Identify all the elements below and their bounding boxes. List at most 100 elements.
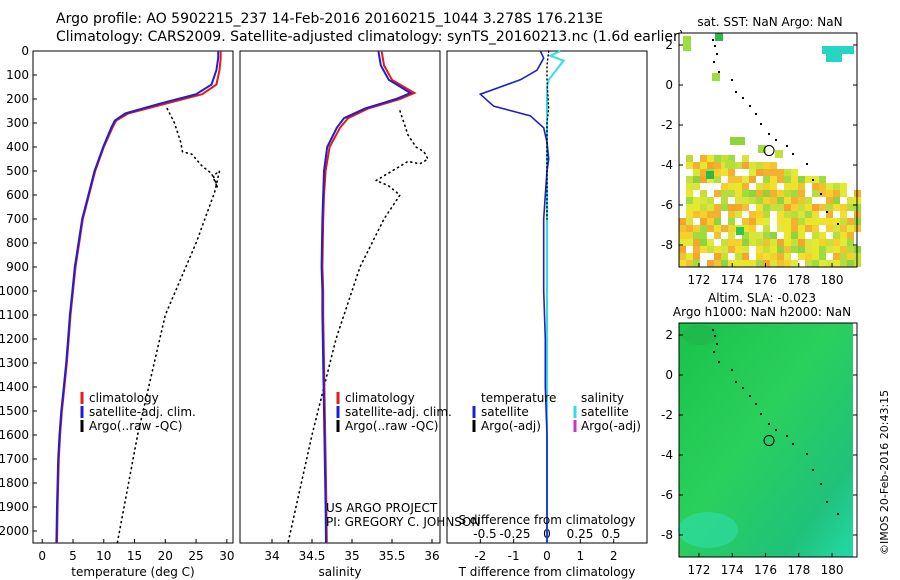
sst-cell: [721, 155, 728, 162]
sst-cell: [707, 218, 714, 225]
sst-cell: [833, 260, 840, 267]
sst-cell: [742, 218, 749, 225]
sst-cell: [756, 204, 763, 211]
sst-cell: [777, 211, 784, 218]
sst-cell: [756, 211, 763, 218]
sst-cell: [714, 218, 721, 225]
sst-map-panel: sat. SST: NaN Argo: NaN 172 174 176 178 180 2…: [661, 15, 861, 287]
sst-cell: [721, 190, 728, 197]
x-tick-label: 15: [127, 549, 142, 563]
sst-cell: [805, 197, 812, 204]
s-tick-label: 0.5: [601, 527, 620, 541]
sst-cell: [777, 260, 784, 267]
sst-cell: [763, 197, 770, 204]
sst-cell: [805, 176, 812, 183]
sst-cell: [826, 54, 834, 62]
sla-map-axes: 172 174 176 178 180 2 0 -2 -4 -6 -8: [661, 328, 857, 577]
sst-cell: [777, 239, 784, 246]
sst-cell: [730, 137, 738, 145]
sst-cell: [706, 171, 714, 179]
legend-label-temp-argo: Argo(-adj): [481, 419, 541, 433]
sst-cell: [791, 239, 798, 246]
map-x-tick-label: 178: [787, 273, 810, 287]
sst-cell: [784, 246, 791, 253]
sst-cell: [742, 155, 749, 162]
island-dot: [820, 483, 822, 485]
sst-cell: [728, 155, 735, 162]
sst-cell: [714, 211, 721, 218]
sst-cell: [805, 253, 812, 260]
series-line-climatology: [56, 51, 222, 544]
series-line-salinity-satellite: [546, 50, 566, 543]
sst-cell: [805, 204, 812, 211]
map-y-tick-label: -8: [661, 528, 673, 542]
sst-cell: [693, 197, 700, 204]
sst-cell: [812, 204, 819, 211]
depth-tick-label: 1000: [0, 284, 29, 298]
sst-cell: [840, 246, 847, 253]
sst-cell: [714, 190, 721, 197]
sst-cell: [700, 232, 707, 239]
sst-cell: [735, 190, 742, 197]
sst-cell: [700, 190, 707, 197]
sst-cell: [721, 246, 728, 253]
sst-cell: [784, 253, 791, 260]
sst-cell: [707, 239, 714, 246]
sst-cell: [791, 183, 798, 190]
sst-cell: [770, 169, 777, 176]
figure-subtitle: Climatology: CARS2009. Satellite-adjuste…: [56, 29, 685, 45]
sst-cell: [784, 232, 791, 239]
sst-cell: [819, 190, 826, 197]
temperature-plot-frame: [32, 50, 234, 544]
sst-cell: [686, 204, 693, 211]
map-y-tick-label: 2: [665, 38, 673, 52]
sst-cell: [819, 204, 826, 211]
sst-cell: [819, 239, 826, 246]
sst-cell: [735, 211, 742, 218]
sst-cell: [763, 218, 770, 225]
sst-cell: [819, 183, 826, 190]
sst-cell: [812, 190, 819, 197]
sst-cell: [784, 204, 791, 211]
x-tick-label: 10: [96, 549, 111, 563]
sst-cell: [721, 204, 728, 211]
sst-cell: [847, 260, 854, 267]
sla-coastline: [712, 329, 839, 515]
map-y-tick-label: -6: [661, 198, 673, 212]
series-line-satellite: [55, 51, 220, 544]
sst-cell: [749, 176, 756, 183]
x-tick-label: 0: [38, 549, 46, 563]
sst-cell: [721, 225, 728, 232]
sst-cell: [777, 190, 784, 197]
sst-cell: [784, 225, 791, 232]
sst-cell: [812, 211, 819, 218]
island-dot: [806, 453, 808, 455]
sst-cell: [728, 218, 735, 225]
sst-cell: [763, 253, 770, 260]
sst-cell: [784, 190, 791, 197]
sst-cell: [847, 225, 854, 232]
sst-cell: [749, 225, 756, 232]
sst-cell: [847, 246, 854, 253]
sst-cell: [749, 190, 756, 197]
sst-cell: [805, 218, 812, 225]
sst-cell: [728, 190, 735, 197]
sst-cell: [700, 246, 707, 253]
legend-heading-salinity: salinity: [581, 391, 624, 405]
sst-cell: [756, 169, 763, 176]
sst-cell: [805, 239, 812, 246]
sst-cell: [700, 211, 707, 218]
sst-cell: [728, 183, 735, 190]
island-dot: [786, 145, 788, 147]
legend-label-satellite: satellite-adj. clim.: [345, 405, 452, 419]
depth-tick-label: 1400: [0, 380, 29, 394]
sst-cell: [693, 232, 700, 239]
sst-cell: [749, 197, 756, 204]
sla-high-anomaly-patch: [678, 512, 738, 548]
x-tick-label: 0: [543, 549, 551, 563]
sst-cell: [784, 183, 791, 190]
sst-cell: [693, 260, 700, 267]
sst-cell: [700, 162, 707, 169]
sst-cell: [819, 232, 826, 239]
sst-cell: [735, 197, 742, 204]
